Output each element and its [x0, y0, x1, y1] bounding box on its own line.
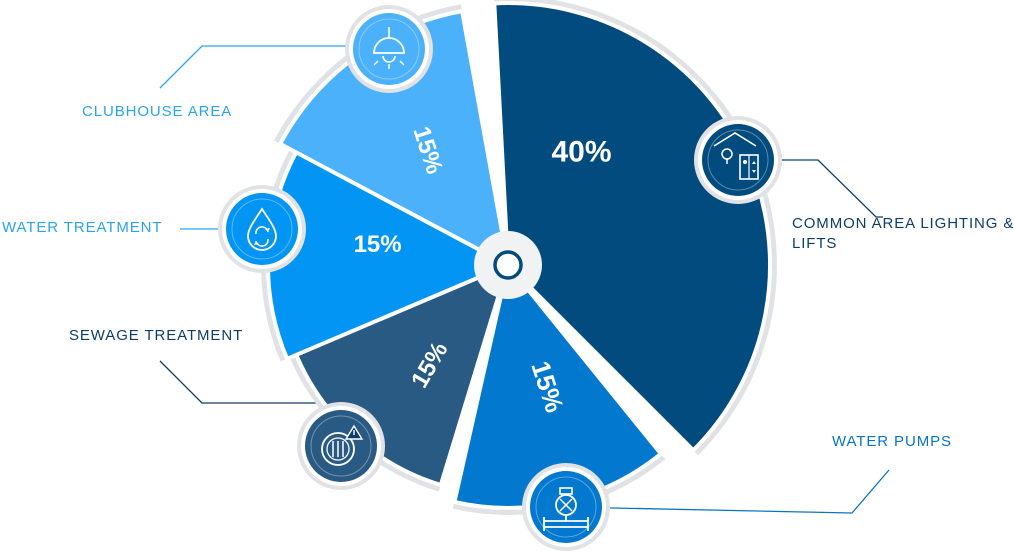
center-hub	[474, 231, 542, 299]
label-water-treatment: WATER TREATMENT	[2, 219, 163, 236]
hub-ring	[493, 250, 523, 280]
icon-badges	[218, 5, 782, 551]
elevator-lightbulb-icon	[694, 116, 782, 204]
label-clubhouse-area: CLUBHOUSE AREA	[82, 103, 233, 120]
water-pump-icon	[522, 463, 610, 551]
pie-slices	[260, 0, 777, 515]
label-common-area-lighting-lifts: COMMON AREA LIGHTING & LIFTS	[792, 215, 1014, 252]
percent-label-common-area-lighting-lifts: 40%	[551, 135, 611, 168]
ceiling-lamp-icon	[345, 5, 433, 93]
percent-label-water-treatment: 15%	[354, 231, 402, 258]
sewage-tank-warning-icon	[297, 402, 385, 490]
leader-line-water-pumps	[565, 469, 890, 514]
label-sewage-treatment: SEWAGE TREATMENT	[69, 327, 244, 344]
label-water-pumps: WATER PUMPS	[832, 433, 952, 450]
water-drop-recycle-icon	[218, 185, 306, 273]
